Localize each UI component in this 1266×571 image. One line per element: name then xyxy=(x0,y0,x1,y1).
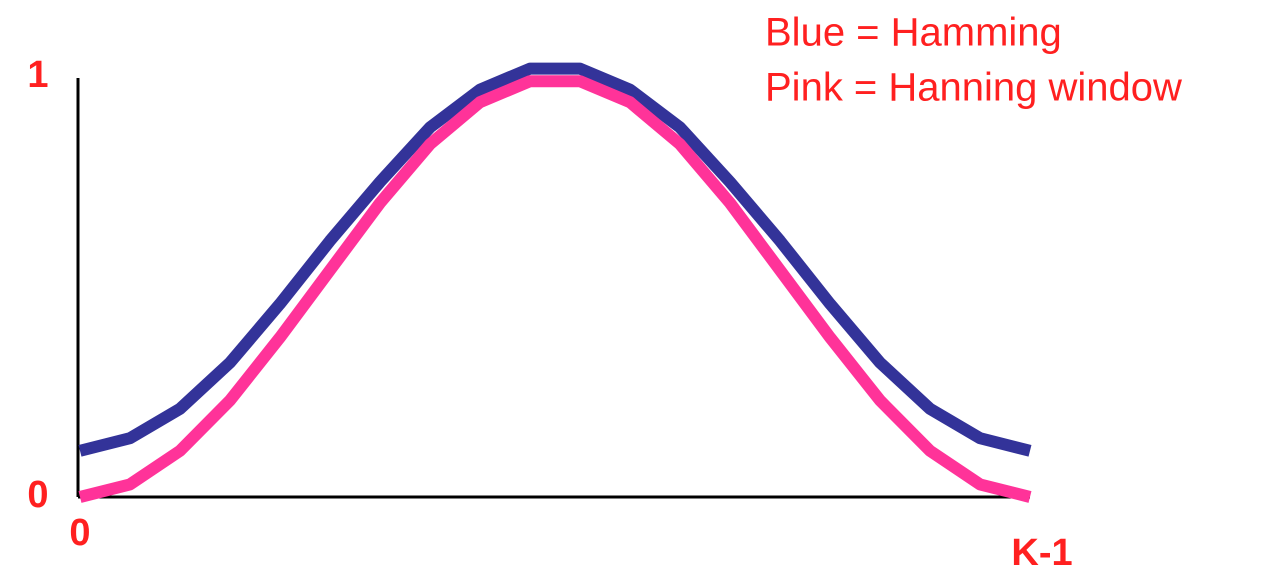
x-tick-label: 0 xyxy=(69,512,90,554)
x-tick-label: K-1 xyxy=(1011,532,1072,571)
y-tick-label: 1 xyxy=(27,54,48,96)
legend-text: Pink = Hanning window xyxy=(765,66,1182,110)
series-line xyxy=(78,62,1032,457)
y-tick-label: 0 xyxy=(27,474,48,516)
series-line xyxy=(78,75,1032,503)
legend-text: Blue = Hamming xyxy=(765,11,1062,55)
